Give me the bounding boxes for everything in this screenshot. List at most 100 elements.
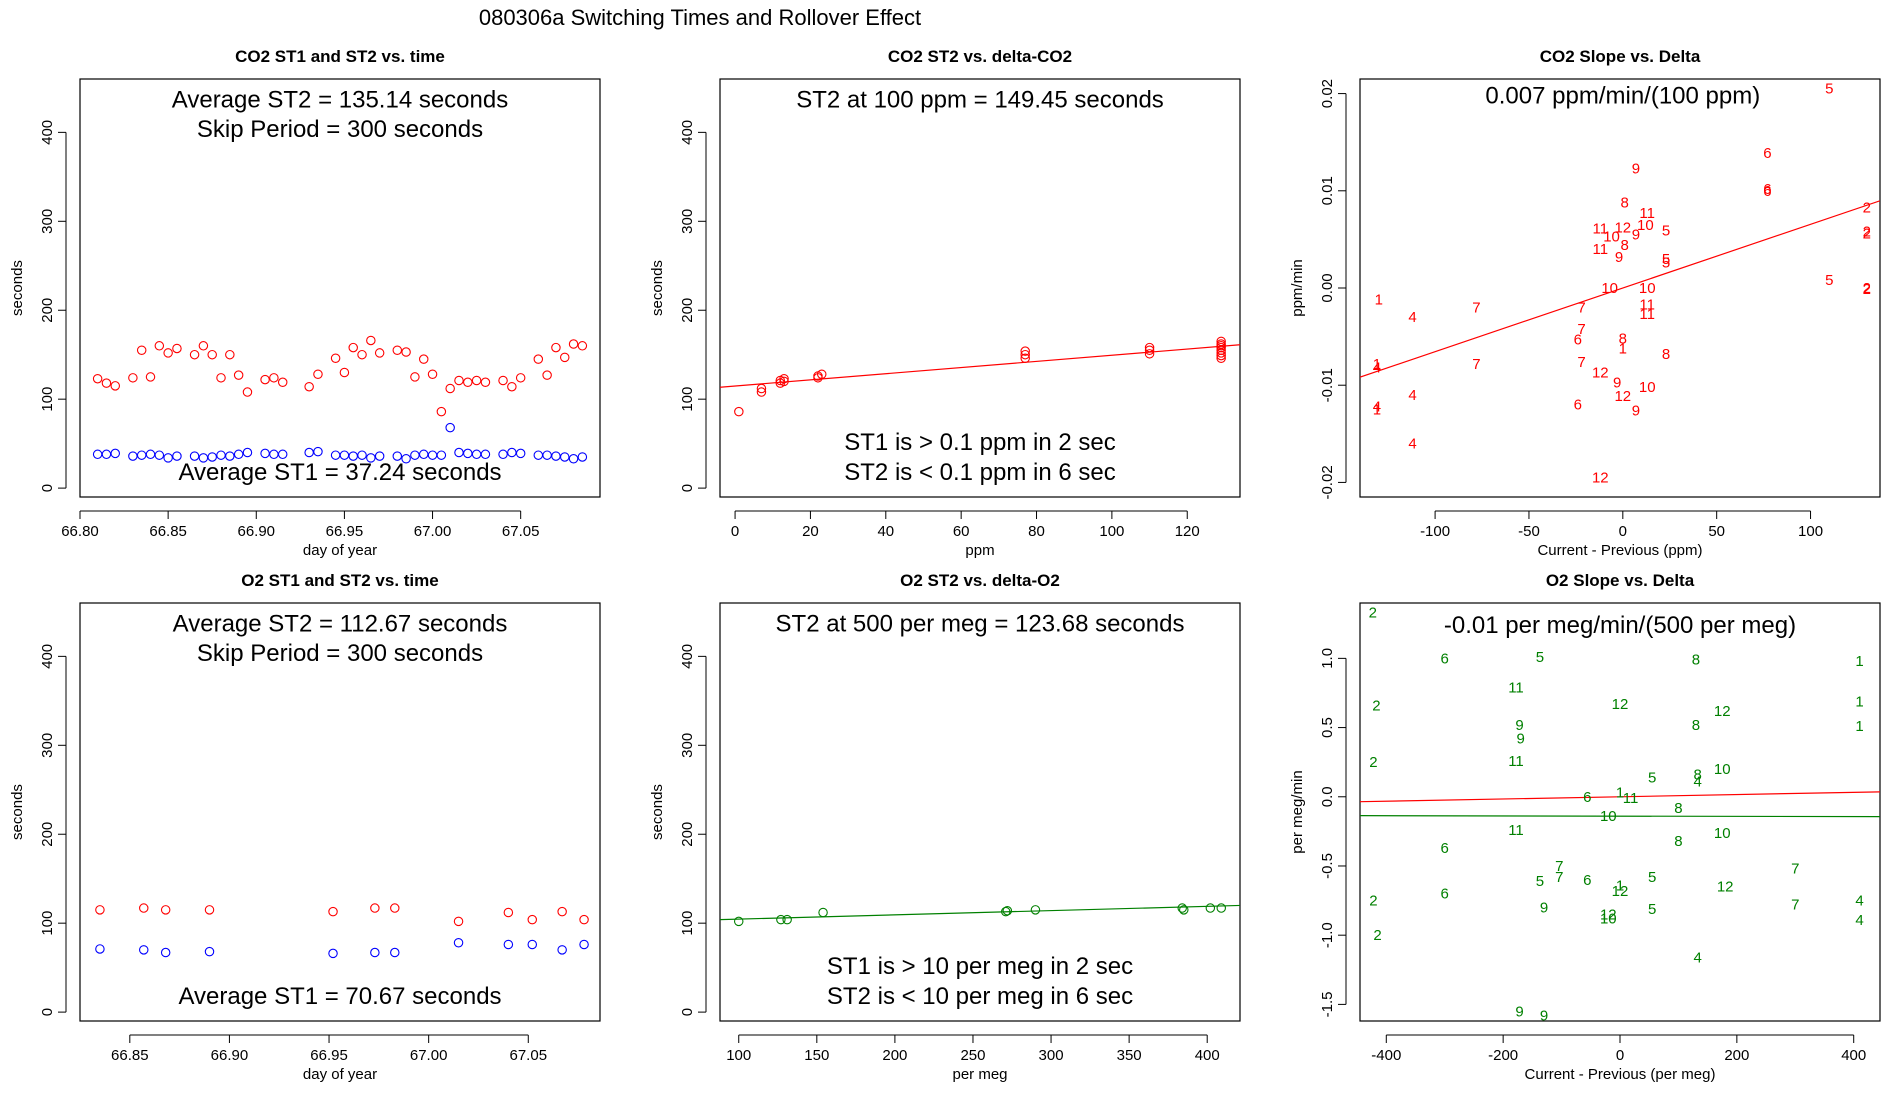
x-tick-label: 66.95 <box>326 523 364 540</box>
data-point <box>145 449 156 460</box>
data-point-label: 12 <box>1717 879 1734 896</box>
data-point <box>374 348 385 358</box>
data-point <box>579 939 589 950</box>
y-tick-label: 200 <box>679 298 696 323</box>
annotation: -0.01 per meg/min/(500 per meg) <box>1444 612 1796 639</box>
data-point <box>139 903 149 913</box>
data-point <box>1205 903 1216 913</box>
data-point <box>198 341 209 351</box>
fit-line <box>1360 200 1880 378</box>
y-axis-label: per meg/min <box>1289 770 1306 853</box>
x-tick-label: 350 <box>1117 1047 1142 1064</box>
data-point <box>330 353 341 364</box>
data-point <box>557 906 567 917</box>
data-point-label: 12 <box>1592 470 1609 487</box>
data-point <box>172 343 182 354</box>
x-tick-label: 66.80 <box>61 523 99 540</box>
data-point-label: 1 <box>1855 693 1863 710</box>
y-tick-label: -0.02 <box>1319 465 1336 499</box>
data-point-label: 10 <box>1600 808 1617 825</box>
data-point-label: 7 <box>1555 869 1563 886</box>
y-tick-label: 100 <box>39 911 56 936</box>
data-point <box>145 372 156 382</box>
data-point-label: 5 <box>1536 649 1544 666</box>
data-point-label: 11 <box>1639 205 1655 222</box>
x-tick-label: 0 <box>1619 523 1627 540</box>
data-point <box>401 454 411 464</box>
data-point-label: 9 <box>1540 1007 1548 1024</box>
data-point-label: 1 <box>1855 653 1863 670</box>
data-point-label: 5 <box>1662 251 1670 268</box>
data-point-label: 11 <box>1592 221 1608 238</box>
annotation: Average ST2 = 135.14 seconds <box>172 86 508 113</box>
data-point-label: 2 <box>1369 605 1377 622</box>
panels: CO2 ST1 and ST2 vs. time 66.80 66.85 66.90 6… <box>9 47 1881 1083</box>
data-point-label: 12 <box>1612 696 1629 713</box>
data-point-label: 1 <box>1373 402 1381 419</box>
data-point <box>260 448 270 459</box>
y-tick-label: 300 <box>679 209 696 234</box>
data-point <box>436 450 447 460</box>
x-tick-label: 400 <box>1195 1047 1220 1064</box>
y-tick-label: 200 <box>39 822 56 847</box>
data-point <box>260 374 270 385</box>
x-tick-label: 150 <box>804 1047 829 1064</box>
x-tick-label: 100 <box>1798 523 1823 540</box>
data-point-label: 1 <box>1373 356 1381 373</box>
data-point <box>498 375 508 386</box>
data-point-label: 12 <box>1600 906 1617 923</box>
data-point <box>110 381 121 391</box>
x-axis-label: Current - Previous (per meg) <box>1525 1066 1716 1083</box>
x-tick-label: 20 <box>802 523 819 540</box>
data-point-label: 6 <box>1583 789 1591 806</box>
data-point-label: 12 <box>1592 365 1609 382</box>
data-point <box>163 348 173 358</box>
data-point <box>216 373 226 383</box>
data-point-label: 4 <box>1855 912 1863 929</box>
x-tick-label: 67.00 <box>410 1047 448 1064</box>
data-point <box>366 453 376 463</box>
data-point <box>471 375 482 386</box>
plot-frame <box>719 602 1241 1022</box>
data-point <box>233 449 244 460</box>
y-tick-label: 200 <box>39 298 56 323</box>
data-point-label: 12 <box>1612 883 1629 900</box>
data-point <box>779 373 789 384</box>
x-tick-label: 66.90 <box>237 523 275 540</box>
data-point <box>1216 339 1226 349</box>
data-point <box>160 947 171 958</box>
data-point <box>189 451 200 461</box>
data-point <box>782 914 792 925</box>
data-point <box>579 914 589 925</box>
x-tick-label: 66.90 <box>211 1047 249 1064</box>
data-point-label: 2 <box>1863 199 1871 216</box>
data-point-label: 9 <box>1632 402 1640 419</box>
data-point-label: 12 <box>1614 220 1631 237</box>
data-point-label: 6 <box>1583 872 1591 889</box>
annotation: Average ST1 = 70.67 seconds <box>178 983 501 1010</box>
data-point <box>1020 346 1030 356</box>
data-point <box>1177 903 1187 913</box>
data-point <box>1020 349 1030 360</box>
data-point <box>128 373 138 383</box>
y-axis-label: seconds <box>649 784 666 840</box>
data-point-label: 9 <box>1632 227 1640 244</box>
data-point-label: 6 <box>1441 840 1449 857</box>
x-tick-label: -400 <box>1371 1047 1401 1064</box>
data-point <box>542 370 552 380</box>
data-point-label: 6 <box>1574 397 1582 414</box>
data-point-label: 4 <box>1694 774 1702 791</box>
data-point-label: 9 <box>1515 717 1523 734</box>
data-point <box>480 377 491 388</box>
x-tick-label: 200 <box>882 1047 907 1064</box>
data-point <box>390 947 400 958</box>
y-tick-label: 0.0 <box>1319 786 1336 807</box>
data-point-label: 7 <box>1791 861 1799 878</box>
data-point <box>1002 905 1013 916</box>
data-point <box>559 452 570 462</box>
annotation: Skip Period = 300 seconds <box>197 640 483 667</box>
data-point <box>339 367 350 378</box>
data-point <box>1179 905 1189 915</box>
data-point <box>557 945 567 955</box>
annotation: ST2 at 100 ppm = 149.45 seconds <box>796 86 1164 113</box>
